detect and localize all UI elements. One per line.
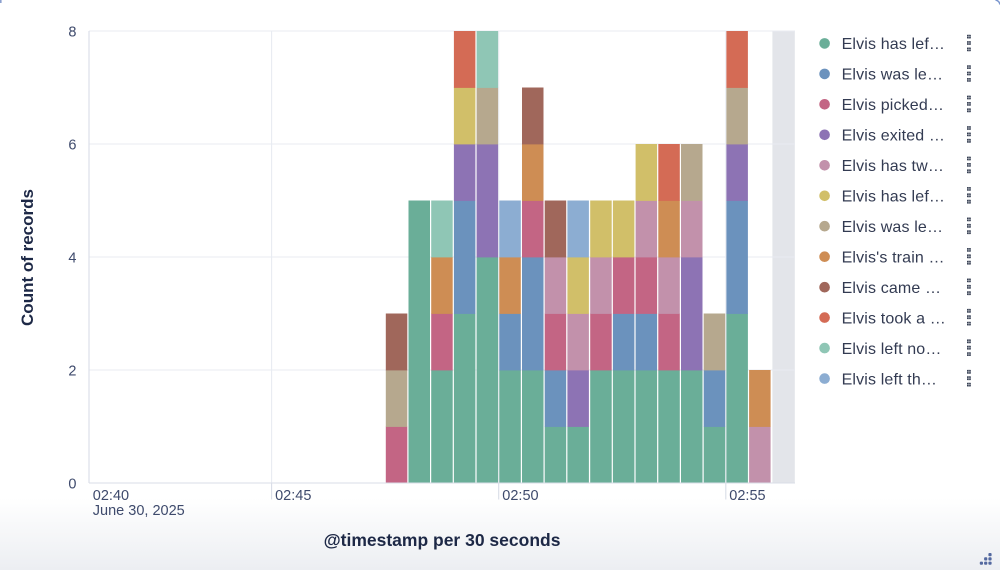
svg-text:02:50: 02:50	[502, 488, 538, 504]
svg-text:2: 2	[68, 363, 76, 379]
svg-text:0: 0	[68, 476, 76, 492]
svg-text:Elvis has lef…: Elvis has lef…	[842, 36, 945, 53]
svg-text:8: 8	[68, 24, 76, 40]
svg-text:Elvis has lef…: Elvis has lef…	[842, 189, 945, 206]
svg-text:Elvis came …: Elvis came …	[842, 280, 942, 297]
svg-text:4: 4	[68, 250, 76, 266]
svg-text:Elvis was le…: Elvis was le…	[842, 67, 944, 84]
svg-text:Elvis exited …: Elvis exited …	[842, 128, 945, 145]
svg-text:Elvis was le…: Elvis was le…	[842, 219, 944, 236]
svg-text:Elvis took a …: Elvis took a …	[842, 310, 946, 327]
svg-text:Elvis left th…: Elvis left th…	[842, 371, 937, 388]
svg-text:Elvis has tw…: Elvis has tw…	[842, 158, 944, 175]
svg-text:02:55: 02:55	[729, 488, 765, 504]
svg-text:Elvis picked…: Elvis picked…	[842, 97, 944, 114]
svg-text:Count of records: Count of records	[18, 189, 37, 326]
svg-text:Elvis left no…: Elvis left no…	[842, 341, 942, 358]
svg-text:June 30, 2025: June 30, 2025	[93, 503, 185, 519]
svg-text:@timestamp per 30 seconds: @timestamp per 30 seconds	[324, 530, 561, 550]
svg-text:02:40: 02:40	[93, 488, 129, 504]
svg-text:02:45: 02:45	[275, 488, 311, 504]
svg-text:Elvis's train …: Elvis's train …	[842, 250, 945, 267]
svg-text:6: 6	[68, 137, 76, 153]
